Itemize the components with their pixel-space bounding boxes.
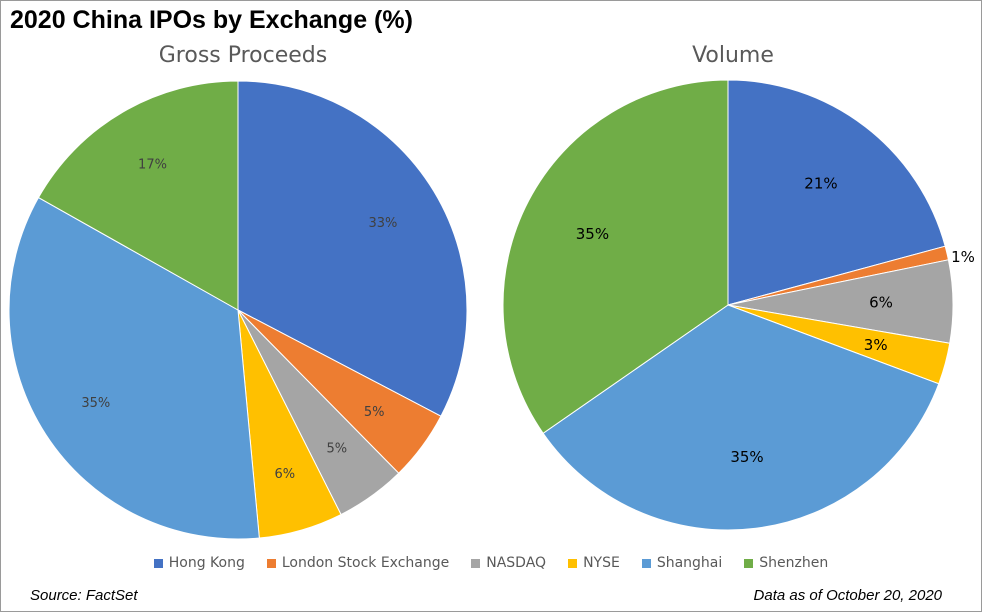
chart-title: 2020 China IPOs by Exchange (%) [10, 6, 413, 34]
legend: Hong Kong London Stock Exchange NASDAQ NYSE… [0, 555, 982, 571]
legend-swatch-nasdaq [471, 558, 481, 568]
gross-proceeds-label-london-stock-exchange: 5% [364, 405, 385, 420]
volume-slice-hong-kong [727, 79, 946, 306]
legend-swatch-london-stock-exchange [266, 558, 276, 568]
volume-label-hong-kong: 21% [804, 174, 837, 192]
legend-label-nyse: NYSE [583, 555, 620, 571]
legend-item-nyse: NYSE [568, 555, 620, 571]
gross-proceeds-label-shenzhen: 17% [138, 158, 167, 173]
legend-label-london-stock-exchange: London Stock Exchange [281, 555, 450, 571]
volume-label-nasdaq: 6% [869, 294, 893, 312]
volume-label-nyse: 3% [864, 336, 888, 354]
legend-swatch-hong-kong [153, 558, 163, 568]
gross-proceeds-title: Gross Proceeds [159, 43, 327, 68]
gross-proceeds-slice-hong-kong [237, 80, 468, 417]
legend-swatch-shenzhen [744, 558, 754, 568]
gross-proceeds-slice-shanghai [8, 196, 260, 540]
volume-slice-shanghai [542, 304, 940, 531]
legend-item-hong-kong: Hong Kong [153, 555, 245, 571]
data-date-note: Data as of October 20, 2020 [753, 587, 942, 604]
volume-label-shanghai: 35% [730, 448, 763, 466]
gross-proceeds-label-shanghai: 35% [81, 396, 110, 411]
legend-item-london-stock-exchange: London Stock Exchange [266, 555, 450, 571]
source-note: Source: FactSet [30, 587, 138, 604]
legend-label-hong-kong: Hong Kong [168, 555, 245, 571]
legend-item-shanghai: Shanghai [641, 555, 723, 571]
volume-label-london-stock-exchange: 1% [951, 248, 975, 266]
gross-proceeds-label-nyse: 6% [275, 467, 296, 482]
volume-slice-shenzhen [502, 79, 729, 434]
gross-proceeds-slice-shenzhen [37, 80, 239, 311]
legend-item-nasdaq: NASDAQ [471, 555, 546, 571]
volume-label-shenzhen: 35% [576, 225, 609, 243]
legend-item-shenzhen: Shenzhen [744, 555, 828, 571]
legend-swatch-shanghai [641, 558, 651, 568]
legend-label-nasdaq: NASDAQ [486, 555, 547, 571]
gross-proceeds-label-nasdaq: 5% [326, 442, 347, 457]
legend-label-shenzhen: Shenzhen [759, 555, 829, 571]
legend-label-shanghai: Shanghai [656, 555, 723, 571]
legend-swatch-nyse [568, 558, 578, 568]
gross-proceeds-label-hong-kong: 33% [369, 216, 398, 231]
volume-title: Volume [692, 43, 774, 68]
